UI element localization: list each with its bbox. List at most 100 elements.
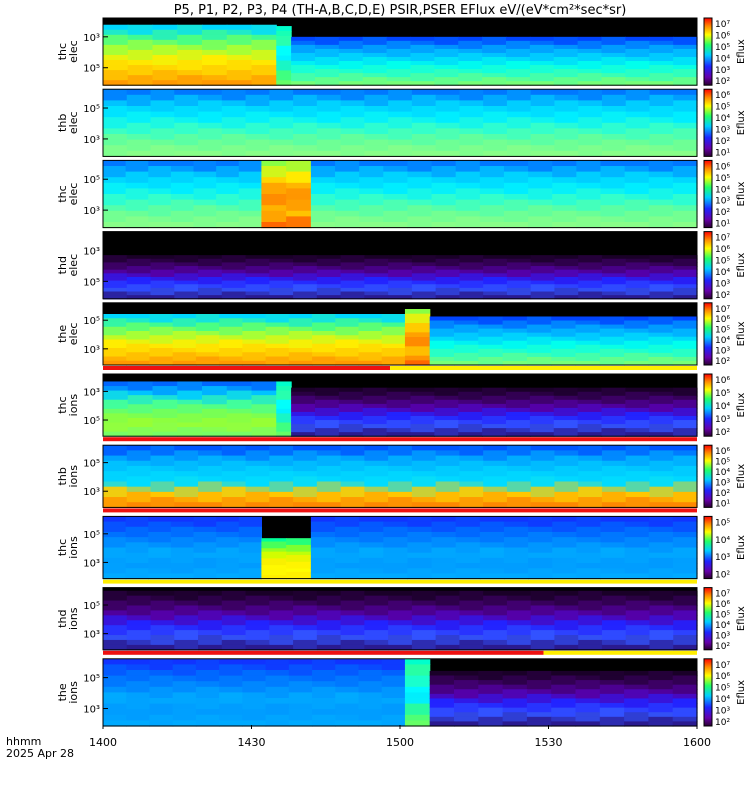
spectrogram-cell [553,428,579,433]
y-tick-label: 10³ [83,33,100,44]
spectrogram-cell [577,391,603,397]
spectrogram-cell [649,73,674,78]
spectrogram-cell [202,427,228,433]
spectrogram-cell [526,320,552,326]
spectrogram-cell [526,336,552,342]
spectrogram-cell [459,502,484,508]
spectrogram-cell [293,94,318,101]
spectrogram-cell [624,205,650,212]
spectrogram-cell [312,658,336,665]
spectrogram-cell [479,573,505,580]
spectrogram-cell [673,590,698,597]
spectrogram-cell [103,698,127,705]
spectrogram-cell [407,557,433,564]
spectrogram-cell [458,36,483,42]
spectrogram-cell [364,258,389,263]
spectrogram-cell [276,381,292,387]
spectrogram-cell [312,331,336,336]
spectrogram-cell [649,424,674,429]
spectrogram-cell [528,177,553,184]
spectrogram-cell [578,291,603,296]
spectrogram-cell [150,455,175,462]
spectrogram-cell [340,450,365,457]
spectrogram-cell [502,716,528,723]
spectrogram-cell [506,476,532,483]
spectrogram-cell [293,117,318,124]
spectrogram-cell [127,70,154,76]
spectrogram-cell [198,139,223,146]
spectrogram-cell [601,106,627,113]
spectrogram-cell [455,188,481,195]
spectrogram-cell [503,222,529,229]
spectrogram-cell [672,721,698,727]
spectrogram-cell [503,205,529,212]
spectrogram-cell [126,314,151,319]
y-tick-label: 10³ [83,345,100,356]
spectrogram-cell [411,630,437,636]
y-tick-label: 10⁵ [83,277,100,288]
spectrogram-cell [411,128,437,135]
spectrogram-cell [529,77,555,82]
spectrogram-cell [411,89,437,96]
spectrogram-cell [554,455,579,462]
spectrogram-cell [149,326,174,332]
spectrogram-cell [458,81,483,86]
spectrogram-cell [434,69,459,74]
date-label: 2025 Apr 28 [6,747,74,760]
spectrogram-cell [483,258,508,263]
spectrogram-cell [150,150,175,157]
spectrogram-cell [624,526,650,533]
spectrogram-cell [269,89,294,96]
spectrogram-cell [649,432,674,437]
spectrogram-cell [269,291,294,296]
spectrogram-cell [410,73,435,78]
spectrogram-cell [269,615,294,621]
spectrogram-cell [269,610,294,616]
spectrogram-cell [429,316,455,322]
spectrogram-cell [435,89,460,96]
spectrogram-cell [648,707,674,713]
spectrogram-cell [198,481,223,488]
spectrogram-cell [358,658,383,665]
spectrogram-cell [673,395,698,401]
spectrogram-cell [103,348,127,353]
spectrogram-cell [202,34,228,41]
spectrogram-cell [340,600,365,607]
spectrogram-cell [149,681,174,688]
spectrogram-cell [483,291,508,296]
spectrogram-cell [502,689,528,695]
spectrogram-cell [624,352,649,358]
spectrogram-cell [625,415,650,421]
spectrogram-cell [261,544,287,549]
spectrogram-cell [530,258,556,263]
spectrogram-cell [578,644,603,651]
spectrogram-cell [600,182,626,189]
spectrogram-cell [150,445,175,451]
spectrogram-cell [340,605,365,611]
spectrogram-cell [672,542,698,549]
spectrogram-cell [198,128,223,135]
spectrogram-cell [150,284,175,289]
spectrogram-cell [388,273,413,278]
spectrogram-cell [648,516,674,523]
spectrogram-cell [362,81,388,86]
spectrogram-cell [338,69,364,74]
spectrogram-cell [407,199,433,206]
spectrogram-cell [269,465,294,472]
spectrogram-cell [103,89,128,96]
spectrogram-cell [649,150,674,157]
spectrogram-cell [600,194,626,201]
colorbar-tick-label: 10⁷ [715,234,730,244]
spectrogram-cell [506,481,532,488]
spectrogram-cell [219,360,243,366]
spectrogram-cell [174,625,199,631]
spectrogram-cell [364,295,389,300]
spectrogram-cell [411,94,437,101]
spectrogram-cell [435,255,460,260]
spectrogram-cell [576,188,602,195]
spectrogram-cell [552,216,577,223]
spectrogram-cell [673,145,698,152]
spectrogram-cell [335,331,360,336]
